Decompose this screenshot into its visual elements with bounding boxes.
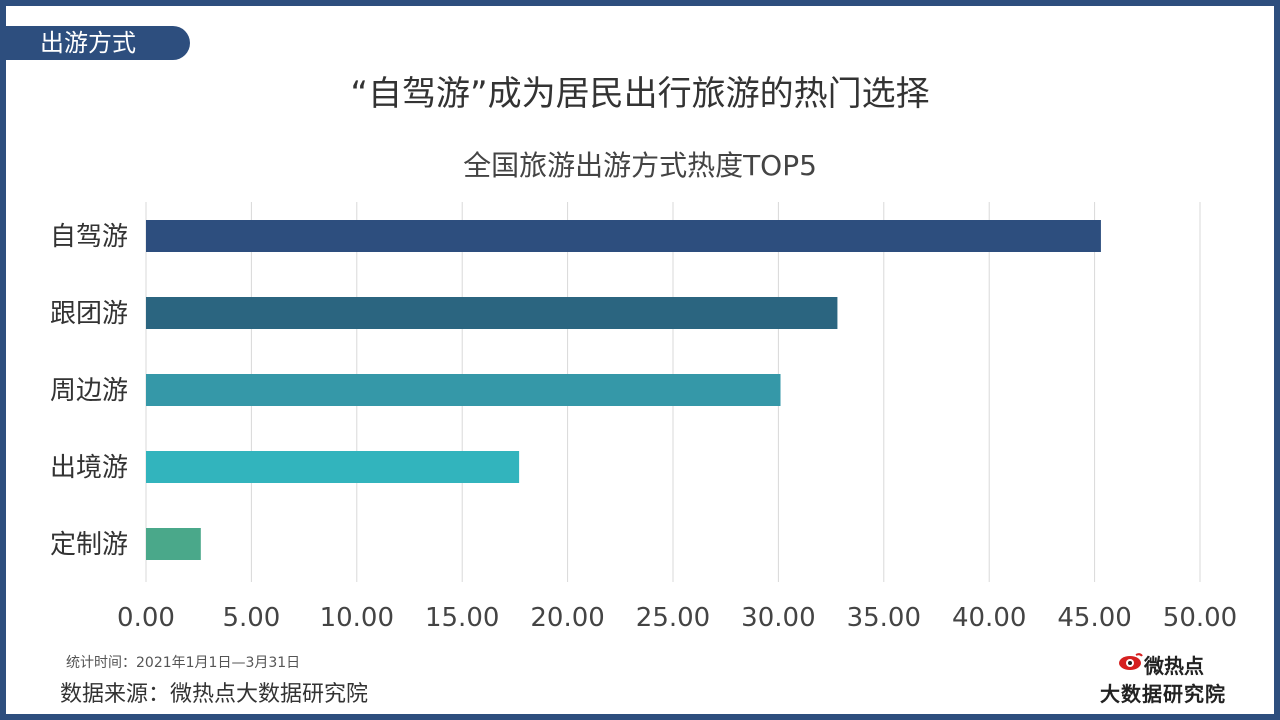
x-tick-label: 40.00 — [952, 603, 1026, 633]
x-tick-label: 35.00 — [847, 603, 921, 633]
x-tick-label: 5.00 — [222, 603, 280, 633]
x-tick-label: 50.00 — [1163, 603, 1237, 633]
bar — [146, 297, 838, 329]
x-tick-label: 30.00 — [741, 603, 815, 633]
page-title: “自驾游”成为居民出行旅游的热门选择 — [350, 74, 930, 114]
category-label: 周边游 — [50, 376, 128, 406]
brand-logo: 微热点 大数据研究院 — [1100, 650, 1240, 706]
x-tick-label: 20.00 — [530, 603, 604, 633]
category-label: 自驾游 — [50, 222, 128, 252]
x-tick-label: 45.00 — [1057, 603, 1131, 633]
bar — [146, 528, 201, 560]
category-label: 出境游 — [50, 453, 128, 483]
logo-text-top: 微热点 — [1144, 654, 1204, 678]
eye-logo-icon — [1119, 653, 1143, 670]
section-tag: 出游方式 — [6, 26, 190, 60]
data-source: 数据来源：微热点大数据研究院 — [60, 682, 369, 707]
stat-period-note: 统计时间：2021年1月1日—3月31日 — [66, 655, 301, 671]
slide: 出游方式 “自驾游”成为居民出行旅游的热门选择 全国旅游出游方式热度TOP5 0… — [6, 6, 1274, 714]
logo-text-bottom: 大数据研究院 — [1100, 682, 1226, 706]
bar — [146, 220, 1101, 252]
x-tick-label: 10.00 — [320, 603, 394, 633]
bar-chart: 0.00 5.00 10.00 15.00 20.00 25.00 30.00 35.00 40… — [50, 202, 1237, 633]
chart-title: 全国旅游出游方式热度TOP5 — [463, 149, 817, 182]
category-label: 跟团游 — [50, 299, 128, 329]
bar — [146, 451, 520, 483]
x-tick-label: 0.00 — [117, 603, 175, 633]
category-label: 定制游 — [50, 530, 128, 560]
x-tick-label: 25.00 — [636, 603, 710, 633]
x-tick-label: 15.00 — [425, 603, 499, 633]
bar — [146, 374, 781, 406]
